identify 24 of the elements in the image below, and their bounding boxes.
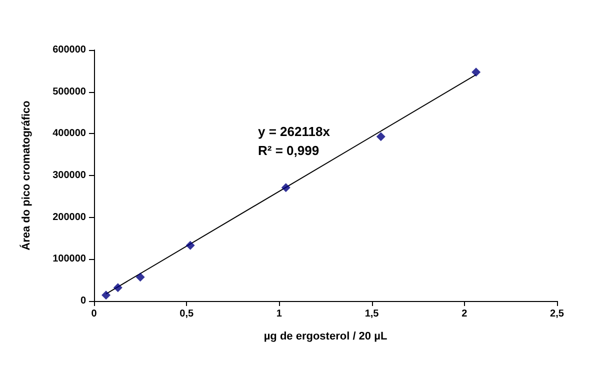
x-tick-label: 2: [462, 308, 468, 320]
point: [281, 183, 290, 192]
x-tick-label: 0: [91, 308, 98, 320]
x-tick-label: 1,5: [364, 308, 380, 320]
point: [102, 290, 111, 300]
y-tick-label: 400000: [52, 128, 86, 140]
point: [472, 68, 481, 77]
y-tick-label: 100000: [52, 254, 86, 265]
point: [136, 272, 145, 282]
y-tick-label: 500000: [52, 86, 86, 98]
x-tick-label: 0,5: [180, 308, 194, 320]
y-tick-label: 300000: [52, 170, 86, 181]
x-tick-label: 2,5: [550, 308, 564, 320]
point: [113, 283, 122, 292]
x-tick-label: 1: [276, 308, 282, 320]
point: [186, 240, 195, 250]
x-axis-title: µg de ergosterol / 20 µL: [264, 330, 388, 342]
y-tick-label: 200000: [52, 212, 86, 223]
annotation: R² = 0,999: [258, 143, 320, 158]
y-tick-label: 0: [80, 296, 86, 306]
annotation: y = 262118x: [258, 124, 331, 139]
y-tick-label: 600000: [52, 44, 86, 56]
y-axis-title: Área do pico cromatográfico: [20, 100, 32, 250]
point: [376, 132, 386, 142]
